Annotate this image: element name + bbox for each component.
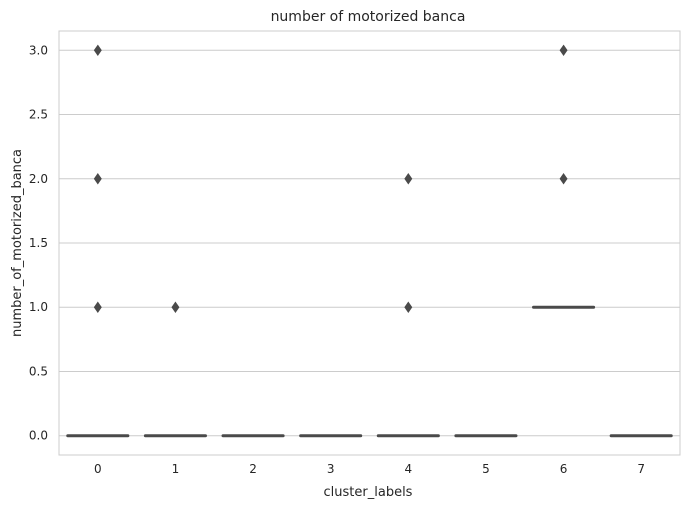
box-4	[376, 173, 440, 438]
box-5	[454, 434, 518, 438]
y-axis-label: number_of_motorized_banca	[10, 149, 25, 337]
box-7	[609, 434, 673, 438]
x-axis-ticks: 0 1 2 3 4 5 6 7	[94, 462, 645, 476]
box-0	[66, 44, 130, 438]
box-3	[299, 434, 363, 438]
y-axis-ticks: 0.0 0.5 1.0 1.5 2.0 2.5 3.0	[29, 43, 48, 442]
x-tick-label: 0	[94, 462, 102, 476]
y-tick-label: 2.0	[29, 172, 48, 186]
x-axis-label: cluster_labels	[324, 485, 413, 500]
boxes	[66, 44, 673, 438]
outlier-point	[171, 301, 180, 313]
x-tick-label: 5	[482, 462, 490, 476]
x-tick-label: 3	[327, 462, 335, 476]
outlier-point	[93, 44, 102, 56]
box-6	[532, 44, 596, 309]
outlier-point	[404, 173, 413, 185]
outlier-point	[93, 301, 102, 313]
y-tick-label: 1.0	[29, 300, 48, 314]
x-tick-label: 2	[249, 462, 257, 476]
box-2	[221, 434, 285, 438]
plot-frame	[58, 30, 681, 456]
outlier-point	[404, 301, 413, 313]
grid	[59, 49, 680, 437]
outlier-point	[559, 44, 568, 56]
y-tick-label: 3.0	[29, 43, 48, 57]
outlier-point	[559, 173, 568, 185]
x-tick-label: 6	[560, 462, 568, 476]
x-tick-label: 4	[404, 462, 412, 476]
y-tick-label: 2.5	[29, 108, 48, 122]
box-1	[143, 301, 207, 438]
y-tick-label: 1.5	[29, 236, 48, 250]
outlier-point	[93, 173, 102, 185]
x-tick-label: 1	[172, 462, 180, 476]
x-tick-label: 7	[637, 462, 645, 476]
y-tick-label: 0.5	[29, 364, 48, 378]
y-tick-label: 0.0	[29, 429, 48, 443]
chart-title: number of motorized banca	[271, 9, 466, 25]
